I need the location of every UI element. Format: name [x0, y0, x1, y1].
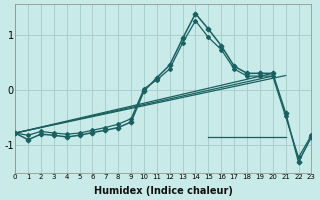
X-axis label: Humidex (Indice chaleur): Humidex (Indice chaleur) [94, 186, 233, 196]
